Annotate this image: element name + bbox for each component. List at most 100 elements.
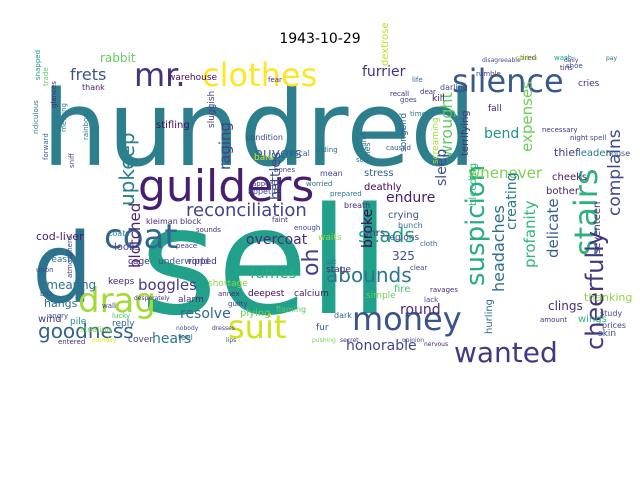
word-sounds: sounds	[196, 226, 221, 234]
word-terrifying: terrifying	[460, 110, 471, 156]
word-guilders: guilders	[138, 161, 314, 212]
word-recall: recall	[390, 90, 409, 98]
word-condition: condition	[246, 133, 283, 142]
word-wrought: wrought	[437, 92, 456, 158]
word-monday: monday	[92, 337, 117, 344]
word-blotched: blotched	[126, 203, 144, 268]
word-wind: wind	[38, 314, 62, 325]
word-resolve: resolve	[180, 306, 231, 322]
word-clothes: clothes	[202, 56, 317, 94]
word-honorable: honorable	[346, 338, 417, 354]
word-wall: wall	[102, 302, 116, 310]
word-stage: stage	[326, 265, 351, 275]
word-hurling: hurling	[484, 299, 495, 334]
word-alarm: alarm	[178, 295, 204, 305]
word-rainbow: rainbow	[82, 112, 90, 140]
word-mrs-: mrs.	[366, 228, 388, 239]
word-scads: scads	[358, 223, 415, 247]
word-mean: mean	[320, 169, 343, 178]
word-dear: dear	[420, 88, 436, 96]
word-bars: bars	[254, 153, 274, 163]
word-house: house	[606, 149, 630, 158]
word-round: round	[400, 302, 441, 318]
word-times: times	[410, 110, 430, 118]
word-glances: glances	[50, 81, 58, 108]
word-enough: enough	[294, 224, 320, 232]
word-headaches: headaches	[489, 205, 508, 292]
word-flaming: flaming	[276, 305, 306, 314]
word-d: d	[32, 213, 93, 325]
word-thank: thank	[82, 83, 105, 92]
word-thanking: thanking	[584, 291, 632, 304]
word-overcoat: overcoat	[246, 232, 308, 248]
word-disagreeable: disagreeable	[482, 57, 521, 64]
word-sleep: sleep	[434, 149, 450, 186]
word-bunch: bunch	[398, 221, 423, 230]
word-secret: secret	[340, 337, 359, 344]
word-pile: pile	[70, 317, 87, 327]
word-boggles: boggles	[138, 276, 197, 294]
word-lies: lies	[363, 142, 372, 156]
word-cover: cover	[128, 335, 153, 345]
word-crying: crying	[388, 210, 419, 221]
word-drag: drag	[78, 281, 156, 321]
word-suspicion: suspicion	[461, 165, 491, 286]
word-hears: hears	[152, 331, 191, 347]
word-goes: goes	[400, 96, 417, 104]
word-bother: bother	[546, 186, 580, 197]
word-nobody: nobody	[176, 325, 199, 332]
word-angry: angry	[48, 312, 68, 320]
word-tired: tired	[520, 54, 536, 62]
word-screaming: screaming	[431, 117, 441, 164]
word-fumes: fumes	[250, 264, 297, 282]
word-meeting: meeting	[60, 103, 68, 132]
word-325: 325	[392, 249, 415, 263]
word-block: block	[180, 217, 202, 226]
word-feel: feel	[178, 333, 193, 342]
word-buyers: buyers	[254, 146, 302, 162]
word-forward: forward	[42, 133, 50, 160]
word-stress: stress	[364, 168, 394, 179]
word-furrier: furrier	[362, 64, 406, 80]
word-deathly: deathly	[364, 182, 402, 193]
word-goodness: goodness	[38, 319, 134, 343]
word-pushing: pushing	[312, 337, 336, 344]
word-bleeding: bleeding	[468, 163, 479, 206]
word-coat: coat	[104, 217, 178, 257]
word-cloth: cloth	[420, 240, 437, 248]
word-entered: entered	[58, 338, 85, 346]
word-raging: raging	[216, 122, 234, 170]
word-yeast: yeast	[46, 255, 71, 265]
word-pay: pay	[606, 55, 617, 62]
word-amount: amount	[540, 316, 567, 324]
word-caused: caused	[386, 144, 411, 152]
word-expenses: expenses	[518, 81, 536, 152]
word-complains: complains	[605, 129, 625, 216]
word-simple: simple	[366, 291, 396, 301]
word-upon: upon	[36, 266, 54, 274]
word-fire: fire	[394, 284, 410, 295]
word-darling: darling	[440, 83, 468, 92]
word-keeps: keeps	[108, 277, 135, 287]
word-shoe: shoe	[566, 62, 583, 70]
word-hundred: hundred	[42, 68, 476, 190]
word-deepest: deepest	[248, 289, 285, 299]
word-mr-: mr.	[134, 56, 186, 94]
word-faint: faint	[272, 216, 288, 224]
word-sat: sat	[326, 258, 337, 266]
word-skin: skin	[598, 329, 616, 339]
word-cod-liver: cod-liver	[36, 230, 84, 243]
word-clings: clings	[548, 299, 583, 313]
word-reply: reply	[112, 319, 135, 329]
word-snapped: snapped	[34, 50, 42, 80]
word-whenever: whenever	[468, 164, 543, 182]
word-opinion: opinion	[402, 337, 424, 344]
word-ridiculous: ridiculous	[32, 100, 40, 134]
word-abounds: abounds	[326, 263, 412, 287]
word-calcium: calcium	[294, 289, 329, 299]
word-dark: dark	[334, 311, 352, 320]
word-wash: wash	[554, 54, 572, 62]
word-cage: cage	[128, 257, 150, 267]
word-fall: fall	[488, 104, 502, 114]
word-stifling: stifling	[156, 120, 190, 131]
